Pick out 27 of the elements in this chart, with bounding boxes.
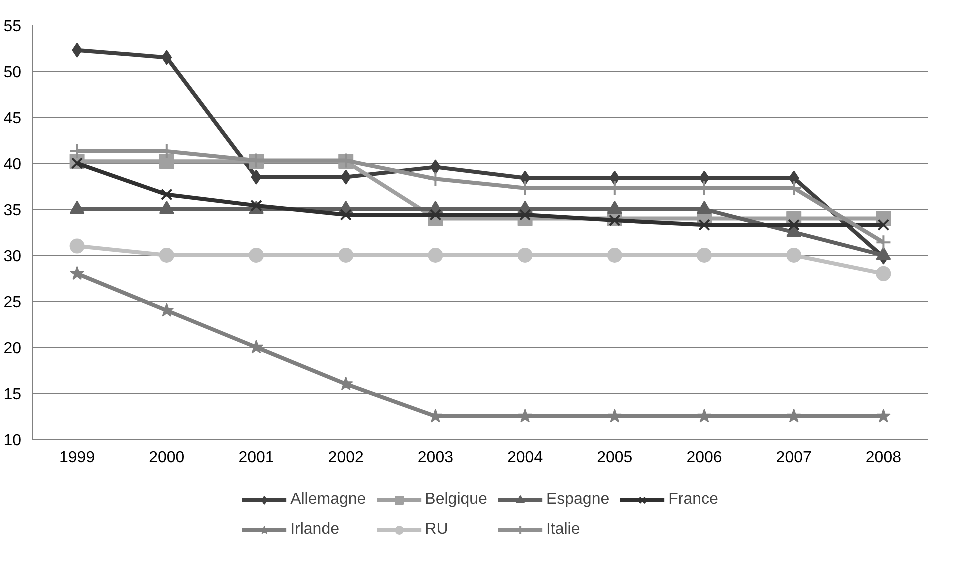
x-tick-label: 1999	[60, 450, 96, 466]
y-tick-label: 15	[4, 386, 22, 404]
y-tick-label: 25	[4, 294, 22, 312]
x-tick-label: 2004	[508, 450, 544, 466]
x-tick-label: 2002	[328, 450, 364, 466]
legend-label: Belgique	[425, 491, 488, 509]
y-tick-label: 20	[4, 340, 22, 358]
x-tick-label: 2003	[418, 450, 454, 466]
legend-label: Irlande	[290, 521, 340, 539]
y-tick-label: 50	[4, 64, 22, 82]
y-tick-label: 45	[4, 110, 22, 128]
y-tick-label: 55	[4, 18, 22, 36]
x-tick-label: 2007	[776, 450, 812, 466]
legend-label: Espagne	[546, 491, 610, 509]
x-tick-label: 2006	[686, 450, 722, 466]
x-tick-label: 2005	[597, 450, 633, 466]
x-tick-label: 2008	[866, 450, 902, 466]
y-tick-label: 40	[4, 156, 22, 174]
y-tick-label: 30	[4, 248, 22, 266]
legend-label: Italie	[546, 521, 580, 539]
legend-label: RU	[425, 521, 448, 539]
legend-label: Allemagne	[290, 491, 366, 509]
legend-label: France	[668, 491, 718, 509]
x-tick-label: 2000	[149, 450, 185, 466]
y-tick-label: 10	[4, 432, 22, 450]
y-tick-label: 35	[4, 202, 22, 220]
x-tick-label: 2001	[238, 450, 274, 466]
